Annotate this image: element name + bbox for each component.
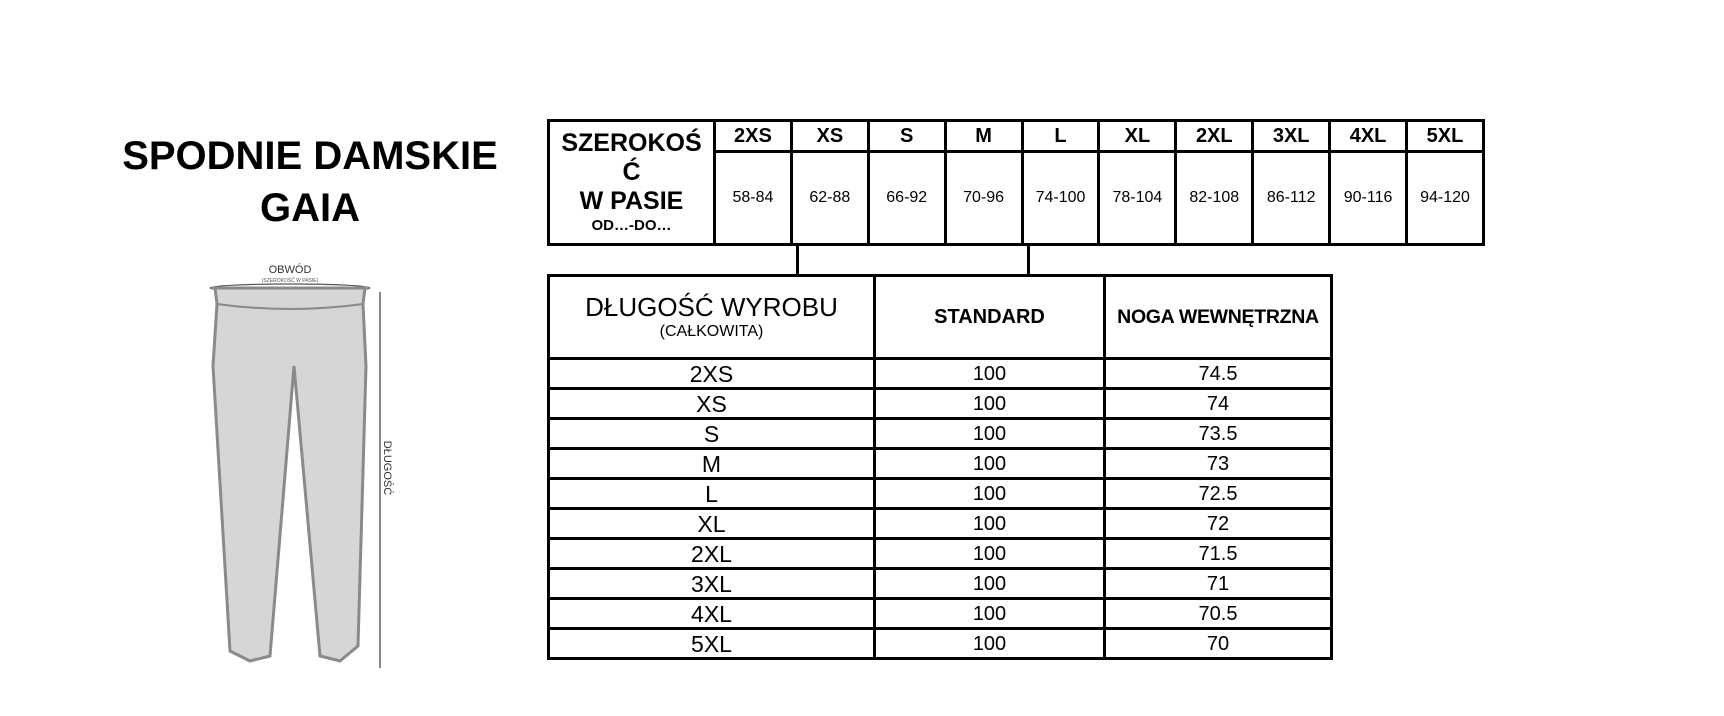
length-label: DŁUGOŚĆ WYROBU: [585, 292, 838, 322]
waist-range: 74-100: [1020, 150, 1101, 246]
standard-cell: 100: [873, 627, 1106, 660]
waist-range: 70-96: [943, 150, 1024, 246]
waist-size-table: SZEROKOŚ Ć W PASIE OD…-DO… 2XS XS S M L …: [547, 119, 1485, 246]
waist-circumference-label: OBWÓD: [269, 263, 312, 276]
inner-leg-cell: 71: [1103, 567, 1333, 600]
waistband-line: [216, 303, 364, 310]
inner-leg-cell: 74.5: [1103, 357, 1333, 390]
size-header: M: [943, 119, 1024, 153]
size-cell: S: [547, 417, 876, 450]
length-label: DŁUGOŚĆ: [381, 441, 394, 495]
length-header-row: DŁUGOŚĆ WYROBU (CAŁKOWITA) STANDARD NOGA…: [547, 274, 1333, 360]
waist-label-line: W PASIE: [579, 187, 684, 215]
length-row: 3XL 100 71: [547, 567, 1333, 600]
product-title-line1: SPODNIE DAMSKIE: [122, 134, 498, 178]
size-cell: XL: [547, 507, 876, 540]
size-header: 2XS: [713, 119, 793, 153]
connector-line: [1027, 244, 1030, 276]
size-header: S: [866, 119, 947, 153]
standard-cell: 100: [873, 567, 1106, 600]
waist-label-line: Ć: [622, 158, 641, 186]
size-cell: 2XL: [547, 537, 876, 570]
inner-leg-cell: 74: [1103, 387, 1333, 420]
length-table: DŁUGOŚĆ WYROBU (CAŁKOWITA) STANDARD NOGA…: [547, 274, 1333, 660]
size-cell: XS: [547, 387, 876, 420]
pants-illustration: OBWÓD (SZEROKOŚĆ W PASIE) DŁUGOŚĆ: [209, 263, 394, 668]
waist-range-row: 58-84 62-88 66-92 70-96 74-100 78-104 82…: [549, 150, 1485, 246]
pants-shape: [211, 286, 368, 663]
standard-cell: 100: [873, 357, 1106, 390]
size-header: XL: [1097, 119, 1178, 153]
waist-label-line: SZEROKOŚ: [561, 129, 702, 157]
length-row: XL 100 72: [547, 507, 1333, 540]
standard-header: STANDARD: [873, 274, 1106, 360]
length-row: XS 100 74: [547, 387, 1333, 420]
standard-cell: 100: [873, 387, 1106, 420]
waist-header-row: SZEROKOŚ Ć W PASIE OD…-DO… 2XS XS S M L …: [547, 119, 1485, 246]
size-cell: 4XL: [547, 597, 876, 630]
size-cell: M: [547, 447, 876, 480]
waist-range: 58-84: [713, 150, 793, 246]
length-sublabel: (CAŁKOWITA): [659, 323, 764, 340]
size-header: XS: [789, 119, 870, 153]
length-row: 4XL 100 70.5: [547, 597, 1333, 630]
inner-leg-cell: 72.5: [1103, 477, 1333, 510]
size-header: 4XL: [1328, 119, 1409, 153]
inner-leg-header: NOGA WEWNĘTRZNA: [1103, 274, 1333, 360]
standard-cell: 100: [873, 477, 1106, 510]
size-header: 5XL: [1405, 119, 1485, 153]
waist-range: 94-120: [1405, 150, 1485, 246]
length-row: 5XL 100 70: [547, 627, 1333, 660]
inner-leg-cell: 72: [1103, 507, 1333, 540]
waist-range: 62-88: [789, 150, 870, 246]
waist-label-range-hint: OD…-DO…: [591, 217, 672, 234]
length-row: S 100 73.5: [547, 417, 1333, 450]
connector-line: [796, 244, 799, 276]
inner-leg-cell: 70.5: [1103, 597, 1333, 630]
size-header: 2XL: [1174, 119, 1255, 153]
inner-leg-cell: 73: [1103, 447, 1333, 480]
size-cell: 2XS: [547, 357, 876, 390]
length-row: 2XL 100 71.5: [547, 537, 1333, 570]
waist-range: 78-104: [1097, 150, 1178, 246]
waist-range: 86-112: [1251, 150, 1332, 246]
inner-leg-cell: 71.5: [1103, 537, 1333, 570]
standard-cell: 100: [873, 447, 1106, 480]
size-cell: 5XL: [547, 627, 876, 660]
standard-cell: 100: [873, 537, 1106, 570]
standard-cell: 100: [873, 417, 1106, 450]
standard-cell: 100: [873, 507, 1106, 540]
length-label-cell: DŁUGOŚĆ WYROBU (CAŁKOWITA): [547, 274, 876, 360]
length-row: M 100 73: [547, 447, 1333, 480]
waist-width-sublabel: (SZEROKOŚĆ W PASIE): [262, 276, 319, 284]
length-row: L 100 72.5: [547, 477, 1333, 510]
length-row: 2XS 100 74.5: [547, 357, 1333, 390]
inner-leg-cell: 70: [1103, 627, 1333, 660]
size-cell: 3XL: [547, 567, 876, 600]
product-title-line2: GAIA: [260, 186, 360, 230]
size-header: L: [1020, 119, 1101, 153]
waist-range: 66-92: [866, 150, 947, 246]
waist-range: 90-116: [1328, 150, 1409, 246]
size-header: 3XL: [1251, 119, 1332, 153]
waist-label-cell: SZEROKOŚ Ć W PASIE OD…-DO…: [547, 119, 716, 246]
standard-cell: 100: [873, 597, 1106, 630]
inner-leg-cell: 73.5: [1103, 417, 1333, 450]
waist-range: 82-108: [1174, 150, 1255, 246]
size-cell: L: [547, 477, 876, 510]
